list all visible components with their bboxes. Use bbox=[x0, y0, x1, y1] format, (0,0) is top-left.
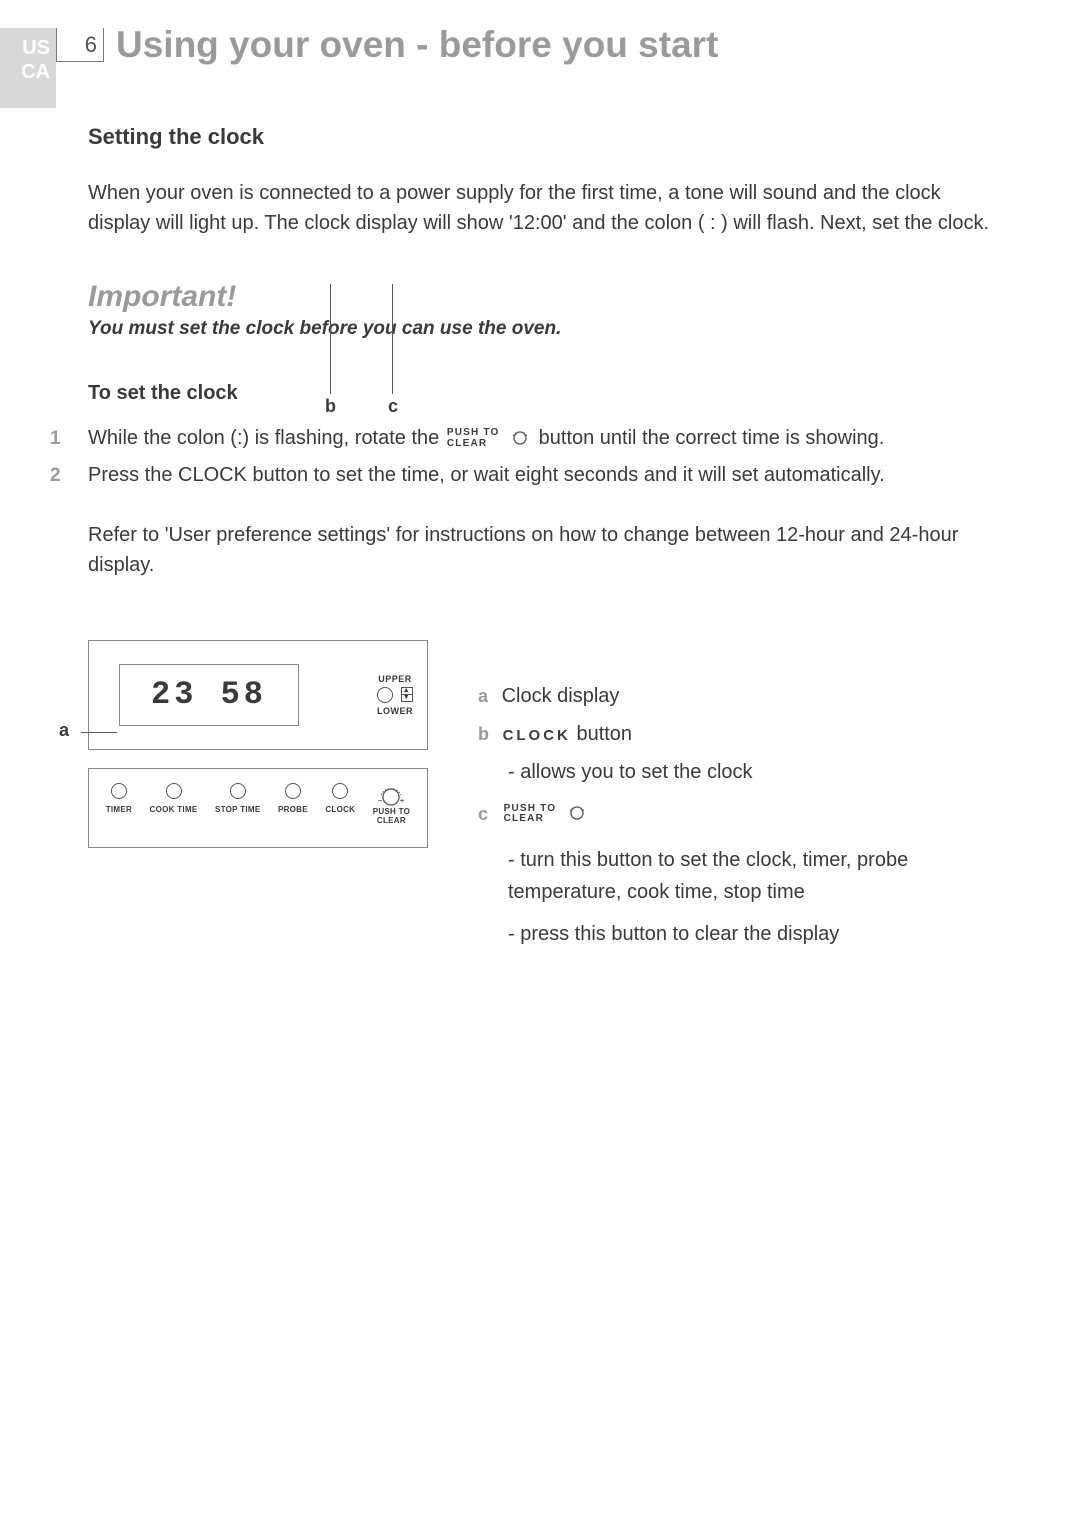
legend-a-text: Clock display bbox=[502, 685, 620, 707]
important-heading: Important! bbox=[88, 280, 1000, 314]
timer-button: TIMER bbox=[106, 783, 132, 814]
cooktime-button: COOK TIME bbox=[150, 783, 198, 814]
step-2: 2 Press the CLOCK button to set the time… bbox=[88, 460, 1000, 490]
legend-b-keyword: CLOCK bbox=[503, 727, 571, 744]
callout-b-line bbox=[330, 284, 331, 394]
svg-text:+: + bbox=[400, 798, 404, 805]
lower-label: LOWER bbox=[377, 706, 413, 716]
legend-c-sub1: - turn this button to set the clock, tim… bbox=[478, 844, 1000, 908]
probe-button: PROBE bbox=[278, 783, 308, 814]
important-text: You must set the clock before you can us… bbox=[88, 318, 1000, 340]
legend-c-letter: c bbox=[478, 804, 488, 824]
control-panel-diagram: a 23 58 UPPER ▲▼ LOWER TIMER COOK TIME S… bbox=[88, 640, 428, 961]
push-to-clear-badge: PUSH TO CLEAR bbox=[447, 428, 500, 449]
badge-line2: CLEAR bbox=[447, 439, 500, 450]
selector-ring-icon bbox=[377, 687, 393, 703]
display-right-controls: UPPER ▲▼ LOWER bbox=[377, 674, 413, 716]
step1-post: button until the correct time is showing… bbox=[539, 427, 885, 449]
push-to-clear-dial: − + PUSH TO CLEAR bbox=[373, 783, 411, 825]
legend-c-sub2: - press this button to clear the display bbox=[478, 918, 1000, 950]
step-number-1: 1 bbox=[50, 428, 88, 450]
legend-a-letter: a bbox=[478, 686, 488, 706]
button-row-box: TIMER COOK TIME STOP TIME PROBE CLOCK − … bbox=[88, 768, 428, 848]
step-2-text: Press the CLOCK button to set the time, … bbox=[88, 460, 885, 490]
region-tab: US CA bbox=[0, 28, 56, 108]
legend-a: a Clock display bbox=[478, 680, 1000, 712]
region-line2: CA bbox=[0, 60, 50, 84]
callout-a-line bbox=[81, 732, 117, 733]
legend-b-letter: b bbox=[478, 724, 489, 744]
section-heading-setting-clock: Setting the clock bbox=[88, 124, 1000, 150]
legend-b-sub: - allows you to set the clock bbox=[478, 756, 1000, 788]
diagram-row: a 23 58 UPPER ▲▼ LOWER TIMER COOK TIME S… bbox=[88, 640, 1000, 961]
intro-paragraph: When your oven is connected to a power s… bbox=[88, 178, 1000, 238]
clock-button: CLOCK bbox=[325, 783, 355, 814]
legend-b-suffix: button bbox=[571, 723, 632, 745]
callout-c-label: c bbox=[388, 396, 398, 417]
callout-a-label: a bbox=[59, 720, 69, 741]
step-1: 1 While the colon (:) is flashing, rotat… bbox=[88, 423, 1000, 454]
upper-label: UPPER bbox=[377, 674, 413, 684]
callout-c-line bbox=[392, 284, 393, 394]
reference-note: Refer to 'User preference settings' for … bbox=[88, 520, 1000, 580]
stoptime-button: STOP TIME bbox=[215, 783, 261, 814]
to-set-heading: To set the clock bbox=[88, 382, 1000, 405]
legend: a Clock display b CLOCK button - allows … bbox=[478, 640, 1000, 961]
legend-c-badge: PUSH TO CLEAR bbox=[504, 804, 557, 825]
dial-icon bbox=[509, 424, 531, 454]
step-1-text: While the colon (:) is flashing, rotate … bbox=[88, 423, 884, 454]
legend-c-dial-icon bbox=[566, 798, 588, 830]
step-number-2: 2 bbox=[50, 465, 88, 487]
selector-arrows-icon: ▲▼ bbox=[401, 687, 413, 702]
page-number-box: 6 bbox=[56, 28, 104, 62]
region-line1: US bbox=[0, 36, 50, 60]
svg-text:−: − bbox=[378, 798, 382, 805]
callout-b-label: b bbox=[325, 396, 336, 417]
legend-b: b CLOCK button bbox=[478, 718, 1000, 750]
display-box: a 23 58 UPPER ▲▼ LOWER bbox=[88, 640, 428, 750]
page-title: Using your oven - before you start bbox=[116, 24, 718, 66]
legend-c: c PUSH TO CLEAR bbox=[478, 798, 1000, 831]
page-number: 6 bbox=[85, 32, 97, 58]
content-area: Setting the clock When your oven is conn… bbox=[88, 124, 1000, 960]
lcd-display: 23 58 bbox=[119, 664, 299, 726]
step1-pre: While the colon (:) is flashing, rotate … bbox=[88, 427, 445, 449]
